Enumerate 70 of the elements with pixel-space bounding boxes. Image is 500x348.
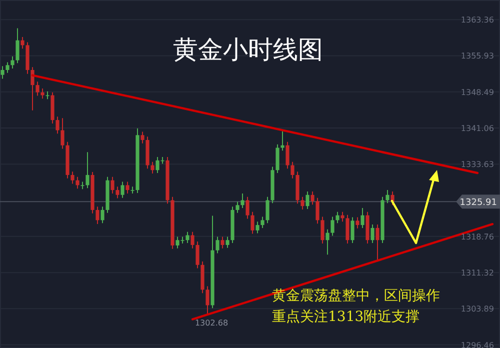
candlestick [360,208,364,228]
candlestick [226,236,230,248]
candlestick [96,206,100,225]
candlestick [356,216,360,229]
candlestick [336,211,340,224]
candlestick [340,211,344,222]
y-tick-label: 1296.46 [460,340,494,348]
y-tick-label: 1318.76 [460,232,494,242]
candlestick [260,216,264,228]
candlestick [126,181,130,194]
candlestick [140,131,144,144]
candlestick [240,192,244,209]
ref-line-label: 1325.91 [460,198,497,208]
candlestick [60,118,64,150]
y-tick-label: 1303.89 [460,304,494,314]
candlestick [370,224,374,244]
candlestick [220,236,224,249]
candlestick [276,144,280,174]
candlestick [290,161,294,179]
text: 黄金小时线图 [173,35,323,64]
annotation: 重点关注1313附近支撑 [272,309,420,325]
candlestick [386,190,390,204]
candlestick [316,197,320,224]
candlestick [30,66,34,111]
y-tick-label: 1355.93 [460,52,494,61]
candlestick [70,171,74,184]
candlestick [206,286,210,315]
candlestick [186,231,190,244]
candlestick [346,214,350,244]
candlestick [286,141,290,170]
candlestick [196,241,200,269]
candlestick [280,130,284,152]
candlestick [56,116,60,134]
candlestick [100,206,104,224]
candlestick [40,88,44,100]
y-tick-label: 1341.06 [460,124,494,134]
candlestick [110,176,114,194]
y-tick-label: 1311.32 [460,268,494,278]
candlestick [310,190,314,206]
candlestick [120,181,124,198]
candlestick [150,161,154,174]
candlestick [20,36,24,50]
candlestick [6,62,10,74]
candlestick [86,152,90,189]
candlestick [390,190,394,206]
candlestick [246,196,250,220]
candlestick [236,201,240,214]
candlestick [330,216,334,236]
candlestick [266,196,270,224]
candlestick [306,190,310,210]
candlestick [36,81,40,96]
candlestick [250,211,254,234]
candlestick [300,196,304,210]
candlestick [0,66,4,80]
y-tick-label: 1333.63 [460,160,494,170]
y-tick-label: 1363.36 [460,16,494,25]
candlestick [190,231,194,249]
candlestick [216,236,220,254]
candlestick [256,221,260,234]
candlestick [10,56,14,70]
annotation: 黄金震荡盘整中，区间操作 [272,288,440,304]
annotation: 1302.68 [194,318,228,328]
candlestick [116,186,120,199]
candlestick [350,216,354,244]
candlestick [326,228,330,256]
candlestick [16,28,20,64]
candlestick [376,224,380,262]
candlestick [320,216,324,244]
y-tick-label: 1348.49 [460,88,494,97]
candlestick [76,176,80,190]
